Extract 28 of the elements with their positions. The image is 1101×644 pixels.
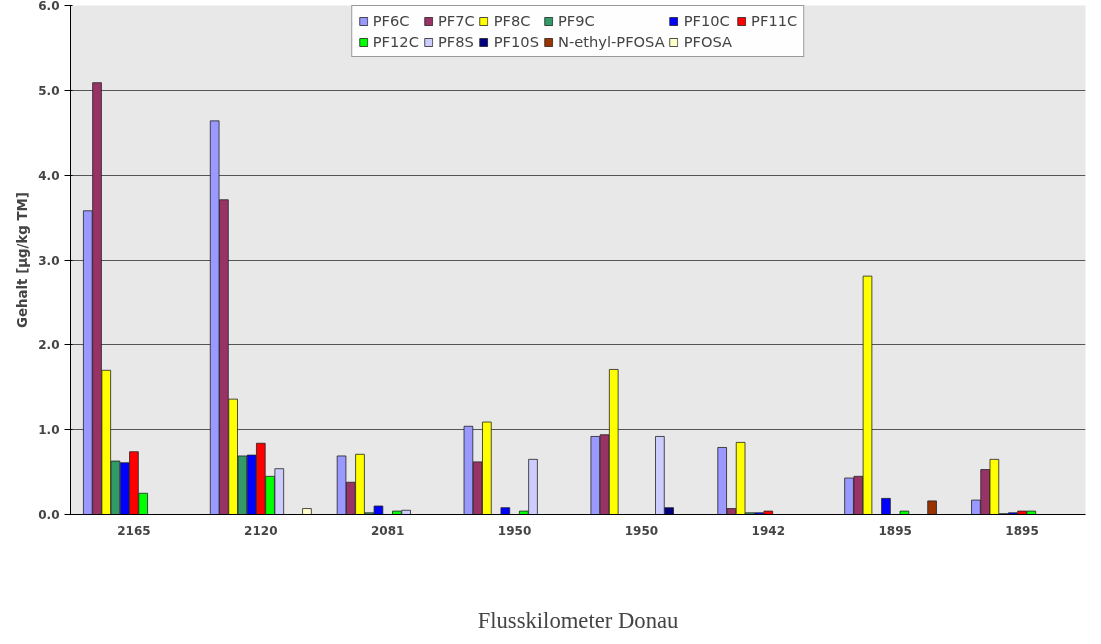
- y-tick-label: 6.0: [38, 0, 60, 13]
- y-tick-label: 0.0: [38, 508, 60, 522]
- legend-label: PF11C: [751, 12, 798, 29]
- legend-label: PF12C: [372, 33, 419, 50]
- y-tick-label: 5.0: [38, 83, 60, 98]
- x-tick-label: 1895: [1005, 523, 1039, 538]
- legend-label: PF10C: [683, 12, 730, 29]
- legend-label: N-ethyl-PFOSA: [557, 33, 665, 50]
- y-tick-label: 1.0: [38, 423, 60, 438]
- y-tick-label: 2.0: [38, 338, 60, 353]
- legend-label: PF9C: [557, 12, 595, 29]
- x-axis-title: Flusskilometer Donau: [477, 607, 679, 633]
- x-tick-label: 2165: [117, 523, 151, 538]
- legend-label: PFOSA: [683, 33, 733, 50]
- legend-label: PF10S: [493, 33, 539, 50]
- legend-label: PF6C: [372, 12, 410, 29]
- y-axis-title: Gehalt [µg/kg TM]: [15, 192, 31, 328]
- x-tick-label: 1950: [624, 523, 659, 538]
- legend-label: PF7C: [437, 12, 475, 29]
- legend-label: PF8S: [437, 33, 474, 50]
- x-tick-label: 1895: [878, 523, 912, 538]
- x-tick-label: 2081: [370, 523, 405, 538]
- y-tick-label: 3.0: [38, 253, 60, 268]
- x-tick-label: 2120: [244, 523, 278, 538]
- x-tick-label: 1950: [497, 523, 532, 538]
- legend-label: PF8C: [493, 12, 531, 29]
- x-tick-label: 1942: [751, 523, 786, 538]
- y-tick-label: 4.0: [38, 168, 60, 183]
